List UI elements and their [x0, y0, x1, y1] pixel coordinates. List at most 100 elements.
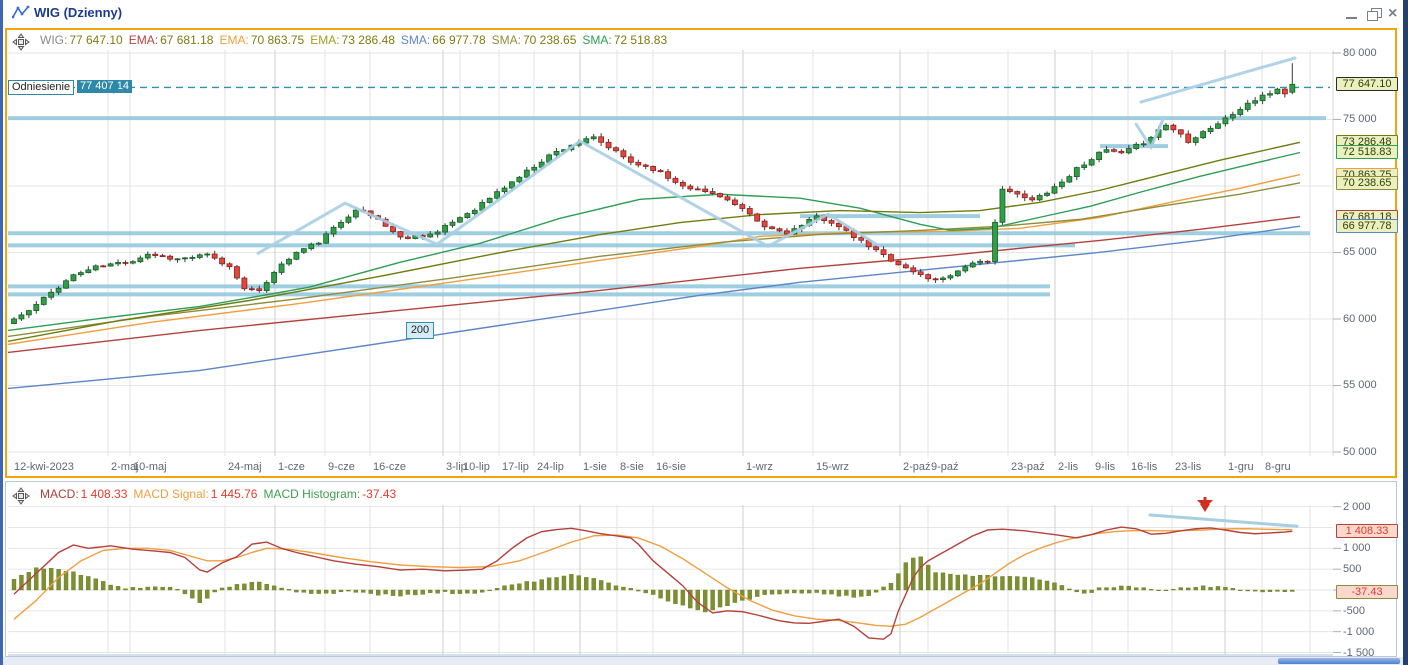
candlestick[interactable] — [442, 223, 448, 236]
candlestick[interactable] — [1259, 91, 1266, 105]
candlestick[interactable] — [152, 251, 159, 259]
candlestick[interactable] — [523, 167, 530, 179]
candlestick[interactable] — [992, 219, 998, 265]
candlestick[interactable] — [471, 208, 478, 217]
candlestick[interactable] — [902, 262, 909, 269]
candlestick[interactable] — [33, 301, 40, 314]
candlestick[interactable] — [1103, 146, 1110, 154]
candlestick[interactable] — [63, 278, 69, 289]
candlestick[interactable] — [642, 163, 649, 170]
candlestick[interactable] — [271, 270, 278, 285]
candlestick[interactable] — [709, 188, 716, 195]
candlestick[interactable] — [486, 197, 493, 204]
candlestick[interactable] — [895, 260, 902, 266]
candlestick[interactable] — [85, 266, 92, 274]
candlestick[interactable] — [531, 164, 538, 174]
support-resistance-layer[interactable] — [8, 116, 1326, 297]
candlestick[interactable] — [784, 228, 790, 235]
candlestick[interactable] — [888, 253, 894, 263]
candlestick[interactable] — [48, 288, 55, 300]
horizontal-scrollbar-thumb[interactable] — [1278, 658, 1400, 664]
pan-tool-icon[interactable] — [12, 33, 30, 51]
candlestick[interactable] — [338, 219, 344, 230]
trend-line[interactable] — [256, 139, 880, 255]
candlestick[interactable] — [11, 317, 17, 325]
candlestick[interactable] — [308, 242, 315, 251]
candlestick[interactable] — [1237, 106, 1244, 117]
candlestick[interactable] — [315, 241, 322, 246]
candlestick[interactable] — [397, 230, 404, 240]
candlestick[interactable] — [1244, 99, 1251, 112]
macd-histogram-layer[interactable] — [11, 556, 1295, 613]
candlestick[interactable] — [248, 286, 255, 292]
macd-lines-layer[interactable] — [13, 526, 1293, 640]
candlestick[interactable] — [256, 285, 263, 293]
candlestick[interactable] — [657, 169, 664, 173]
candlestick[interactable] — [1170, 123, 1177, 133]
candlestick[interactable] — [932, 277, 939, 283]
candlestick[interactable] — [1081, 161, 1088, 171]
candlestick[interactable] — [457, 216, 463, 223]
reference-label[interactable]: Odniesienie — [8, 80, 75, 95]
candlestick[interactable] — [1185, 130, 1192, 144]
candlestick[interactable] — [300, 248, 307, 255]
candlestick[interactable] — [293, 251, 300, 261]
candlestick[interactable] — [1229, 111, 1236, 122]
candlestick[interactable] — [1140, 140, 1147, 147]
candlestick[interactable] — [1215, 121, 1221, 130]
candlestick[interactable] — [286, 257, 292, 266]
candlestick[interactable] — [189, 255, 196, 261]
ma-line-ema-mid[interactable] — [8, 173, 1301, 346]
candlestick[interactable] — [1222, 115, 1229, 127]
candlestick[interactable] — [776, 227, 783, 233]
candlestick[interactable] — [1289, 63, 1296, 95]
candlestick[interactable] — [1036, 193, 1043, 202]
candlestick[interactable] — [969, 260, 976, 268]
candlestick[interactable] — [55, 286, 62, 295]
trend-line[interactable] — [1134, 115, 1166, 151]
candlestick[interactable] — [1044, 191, 1050, 197]
candlestick[interactable] — [739, 202, 746, 212]
candlestick[interactable] — [732, 197, 738, 207]
candlestick[interactable] — [130, 260, 136, 265]
candlestick[interactable] — [226, 262, 233, 270]
candlestick[interactable] — [263, 280, 270, 293]
candlestick[interactable] — [107, 262, 114, 267]
candlestick[interactable] — [1252, 97, 1259, 107]
candlestick[interactable] — [18, 312, 25, 322]
minimize-button[interactable] — [1344, 8, 1360, 20]
candlestick[interactable] — [1088, 157, 1095, 167]
candlestick[interactable] — [1118, 149, 1125, 155]
candlestick[interactable] — [553, 147, 560, 158]
candlestick[interactable] — [1021, 190, 1028, 202]
macd-trend-line[interactable] — [1148, 513, 1299, 528]
candlestick[interactable] — [182, 256, 188, 263]
candlestick[interactable] — [1133, 142, 1140, 151]
candlestick[interactable] — [717, 192, 723, 199]
candlestick[interactable] — [115, 259, 121, 267]
candlestick[interactable] — [1200, 130, 1207, 140]
candlestick[interactable] — [174, 258, 181, 263]
candlestick[interactable] — [1192, 136, 1199, 146]
candlestick[interactable] — [1163, 123, 1169, 131]
candlestick[interactable] — [702, 185, 709, 194]
candlestick[interactable] — [1051, 183, 1058, 195]
candlestick[interactable] — [613, 146, 619, 153]
candlestick[interactable] — [880, 246, 887, 258]
candlestick[interactable] — [1096, 151, 1102, 163]
candlestick[interactable] — [159, 253, 166, 258]
candlestick[interactable] — [404, 235, 411, 240]
candlestick[interactable] — [977, 258, 984, 266]
candlestick[interactable] — [345, 214, 352, 224]
candlestick[interactable] — [122, 260, 129, 266]
candlestick[interactable] — [427, 230, 434, 238]
candlestick[interactable] — [204, 252, 211, 258]
candlestick[interactable] — [1014, 190, 1021, 198]
candlestick[interactable] — [1066, 174, 1073, 183]
candlestick[interactable] — [954, 270, 961, 277]
candlestick[interactable] — [137, 255, 144, 264]
candlestick[interactable] — [1207, 125, 1214, 135]
trendlines-layer[interactable] — [256, 56, 1297, 255]
candlestick[interactable] — [620, 148, 627, 160]
candlestick[interactable] — [605, 138, 612, 151]
